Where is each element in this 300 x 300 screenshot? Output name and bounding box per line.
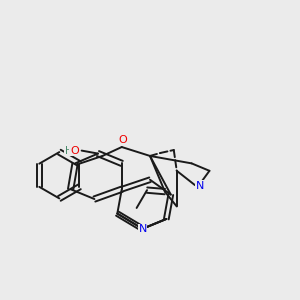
Text: N: N — [138, 224, 147, 234]
Text: O: O — [70, 146, 79, 156]
Text: O: O — [118, 136, 127, 146]
Text: H: H — [65, 146, 73, 156]
Text: N: N — [196, 181, 204, 191]
